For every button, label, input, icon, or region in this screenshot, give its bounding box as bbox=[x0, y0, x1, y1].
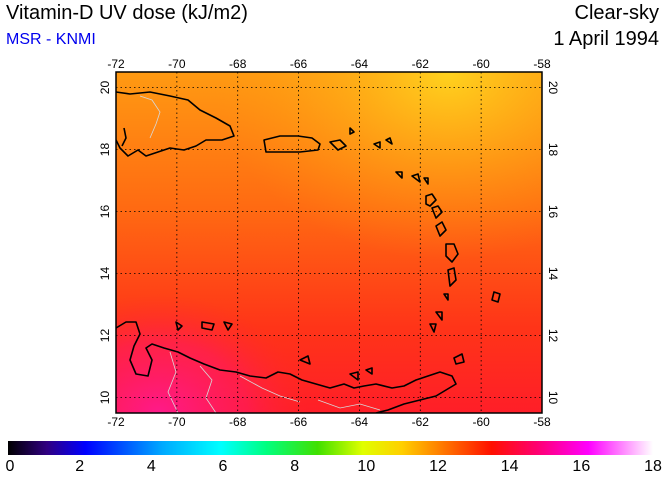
lon-tick-label-bottom: -64 bbox=[351, 415, 369, 429]
coastline bbox=[116, 91, 501, 413]
colorbar bbox=[8, 441, 653, 455]
lat-lon-grid bbox=[116, 72, 542, 413]
colorbar-tick-label: 2 bbox=[75, 458, 85, 475]
lon-tick-label-bottom: -70 bbox=[168, 415, 186, 429]
map-title: Vitamin-D UV dose (kJ/m2) bbox=[6, 2, 248, 24]
lon-tick-label-bottom: -66 bbox=[290, 415, 308, 429]
lat-tick-label-right: 12 bbox=[546, 329, 560, 343]
lat-tick-label-right: 18 bbox=[546, 143, 560, 157]
colorbar-tick-label: 0 bbox=[5, 458, 15, 475]
lon-tick-label-bottom: -72 bbox=[107, 415, 125, 429]
lat-tick-label-left: 10 bbox=[98, 391, 112, 405]
lat-tick-label-right: 16 bbox=[546, 205, 560, 219]
lon-tick-label-top: -72 bbox=[107, 57, 125, 71]
source-label: MSR - KNMI bbox=[6, 31, 96, 48]
lon-tick-label-top: -64 bbox=[351, 57, 369, 71]
colorbar-tick-label: 10 bbox=[357, 458, 376, 475]
lat-tick-label-right: 14 bbox=[546, 267, 560, 281]
colorbar-tick-label: 4 bbox=[146, 458, 156, 475]
colorbar-tick-label: 18 bbox=[644, 458, 662, 475]
lat-tick-label-right: 20 bbox=[546, 81, 560, 95]
lon-tick-label-top: -58 bbox=[533, 57, 551, 71]
lon-tick-label-bottom: -60 bbox=[472, 415, 490, 429]
sky-condition-label: Clear-sky bbox=[574, 2, 659, 24]
colorbar-tick-label: 16 bbox=[572, 458, 591, 475]
colorbar-tick-label: 6 bbox=[218, 458, 228, 475]
lon-tick-label-top: -68 bbox=[229, 57, 247, 71]
uv-field-high-southwest bbox=[116, 72, 542, 413]
lon-tick-label-top: -62 bbox=[412, 57, 430, 71]
colorbar-tick-label: 8 bbox=[290, 458, 300, 475]
lat-tick-label-left: 18 bbox=[98, 143, 112, 157]
lon-tick-label-bottom: -68 bbox=[229, 415, 247, 429]
colorbar-tick-label: 12 bbox=[429, 458, 447, 475]
date-label: 1 April 1994 bbox=[553, 28, 659, 50]
national-borders bbox=[139, 95, 381, 413]
lat-tick-label-right: 10 bbox=[546, 391, 560, 405]
colorbar-tick-label: 14 bbox=[500, 458, 519, 475]
lat-tick-label-left: 20 bbox=[98, 81, 112, 95]
lon-tick-label-top: -66 bbox=[290, 57, 308, 71]
lat-tick-label-left: 12 bbox=[98, 329, 112, 343]
lon-tick-label-top: -60 bbox=[472, 57, 490, 71]
lat-tick-label-left: 16 bbox=[98, 205, 112, 219]
lon-tick-label-top: -70 bbox=[168, 57, 186, 71]
lon-tick-label-bottom: -62 bbox=[412, 415, 430, 429]
map-frame bbox=[115, 71, 543, 414]
axis-ticks: -72 -72 -70 -70 -68 -68 -66 -66 -64 -64 -62 -62 -60 -… bbox=[98, 57, 560, 429]
lon-tick-label-bottom: -58 bbox=[533, 415, 551, 429]
lat-tick-label-left: 14 bbox=[98, 267, 112, 281]
